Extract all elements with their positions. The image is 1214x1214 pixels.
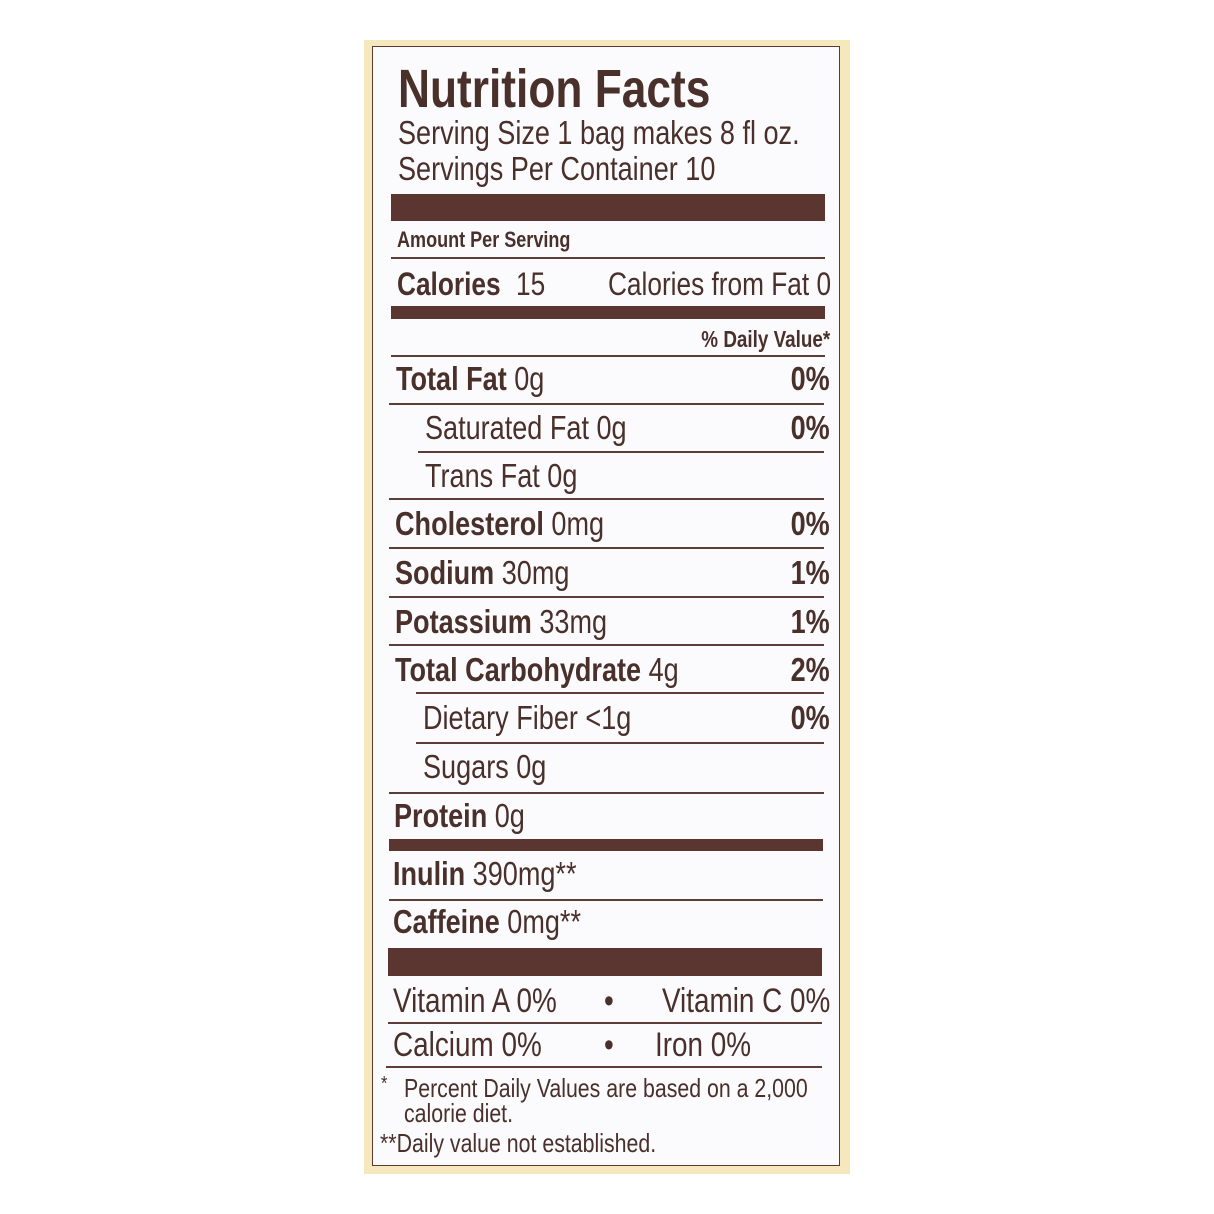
nutrition-label [372, 46, 840, 1166]
daily-value-header: % Daily Value* [701, 326, 830, 352]
divider [389, 498, 824, 500]
divider [391, 257, 825, 259]
vitamin-a: Vitamin A 0% [393, 982, 557, 1020]
divider [386, 1066, 822, 1068]
amount-per-serving: Amount Per Serving [397, 227, 571, 252]
title: Nutrition Facts [398, 59, 711, 119]
footnote-not-established: **Daily value not established. [380, 1128, 657, 1158]
medium-divider [391, 306, 825, 319]
divider [416, 742, 824, 744]
serving-size: Serving Size 1 bag makes 8 fl oz. [398, 114, 800, 151]
divider [389, 547, 824, 549]
nutrient-saturated-fat: Saturated Fat 0g [425, 409, 627, 446]
divider [389, 403, 824, 405]
divider [418, 451, 824, 453]
calories-label: Calories [397, 266, 501, 302]
servings-per-container: Servings Per Container 10 [398, 150, 716, 187]
thick-divider [391, 194, 825, 221]
bullet: • [604, 982, 614, 1020]
nutrient-dietary-fiber: Dietary Fiber <1g [423, 699, 632, 736]
divider [389, 596, 824, 598]
nutrient-trans-fat: Trans Fat 0g [425, 457, 578, 494]
nutrient-sugars: Sugars 0g [423, 748, 547, 785]
footnote-dv-line2: calorie diet. [404, 1098, 514, 1128]
footnote-star: * [381, 1073, 388, 1095]
nutrient-total-fat: Total Fat 0g [396, 360, 545, 397]
divider [389, 792, 824, 794]
dv-potassium: 1% [790, 603, 830, 640]
divider [389, 899, 823, 901]
nutrient-total-carbohydrate: Total Carbohydrate 4g [395, 651, 679, 688]
divider [416, 692, 824, 694]
dv-sodium: 1% [790, 554, 830, 591]
iron: Iron 0% [655, 1026, 752, 1064]
calories-from-fat: Calories from Fat 0 [607, 266, 831, 302]
dv-total-carbohydrate: 2% [790, 651, 830, 688]
calcium: Calcium 0% [393, 1026, 542, 1064]
calories-value: 15 [516, 266, 546, 302]
dv-total-fat: 0% [790, 360, 830, 397]
extra-caffeine: Caffeine 0mg** [393, 903, 581, 940]
thick-divider [388, 948, 822, 976]
vitamin-c: Vitamin C 0% [661, 982, 830, 1020]
nutrient-sodium: Sodium 30mg [395, 554, 570, 591]
divider [389, 644, 824, 646]
dv-dietary-fiber: 0% [790, 699, 830, 736]
dv-saturated-fat: 0% [790, 409, 830, 446]
dv-cholesterol: 0% [790, 505, 830, 542]
nutrient-cholesterol: Cholesterol 0mg [395, 505, 605, 542]
extra-inulin: Inulin 390mg** [393, 855, 577, 892]
footnote-dv-line1: Percent Daily Values are based on a 2,00… [404, 1073, 808, 1103]
medium-divider [389, 839, 823, 851]
bullet: • [604, 1026, 614, 1064]
divider [391, 355, 825, 357]
nutrient-protein: Protein 0g [394, 797, 525, 834]
divider [388, 1022, 822, 1024]
nutrient-potassium: Potassium 33mg [395, 603, 608, 640]
